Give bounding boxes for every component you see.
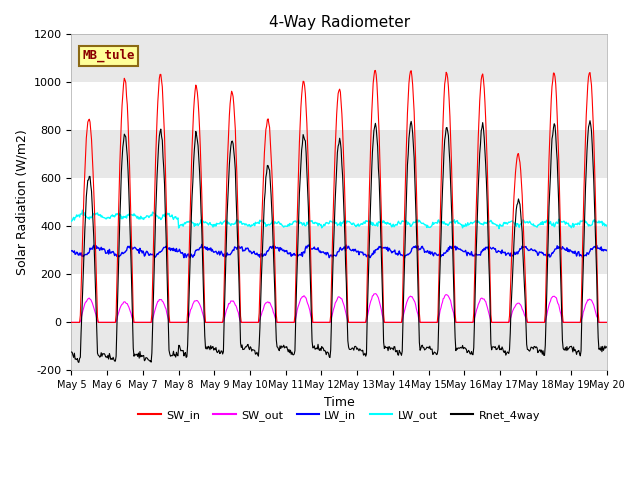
Text: MB_tule: MB_tule xyxy=(82,49,134,62)
Bar xyxy=(72,274,607,323)
Y-axis label: Solar Radiation (W/m2): Solar Radiation (W/m2) xyxy=(15,129,28,275)
Bar xyxy=(72,34,607,82)
Bar xyxy=(72,178,607,226)
Bar xyxy=(72,323,607,371)
Bar xyxy=(72,82,607,130)
Title: 4-Way Radiometer: 4-Way Radiometer xyxy=(269,15,410,30)
Bar xyxy=(72,226,607,274)
Bar xyxy=(72,130,607,178)
Legend: SW_in, SW_out, LW_in, LW_out, Rnet_4way: SW_in, SW_out, LW_in, LW_out, Rnet_4way xyxy=(134,406,545,425)
X-axis label: Time: Time xyxy=(324,396,355,408)
